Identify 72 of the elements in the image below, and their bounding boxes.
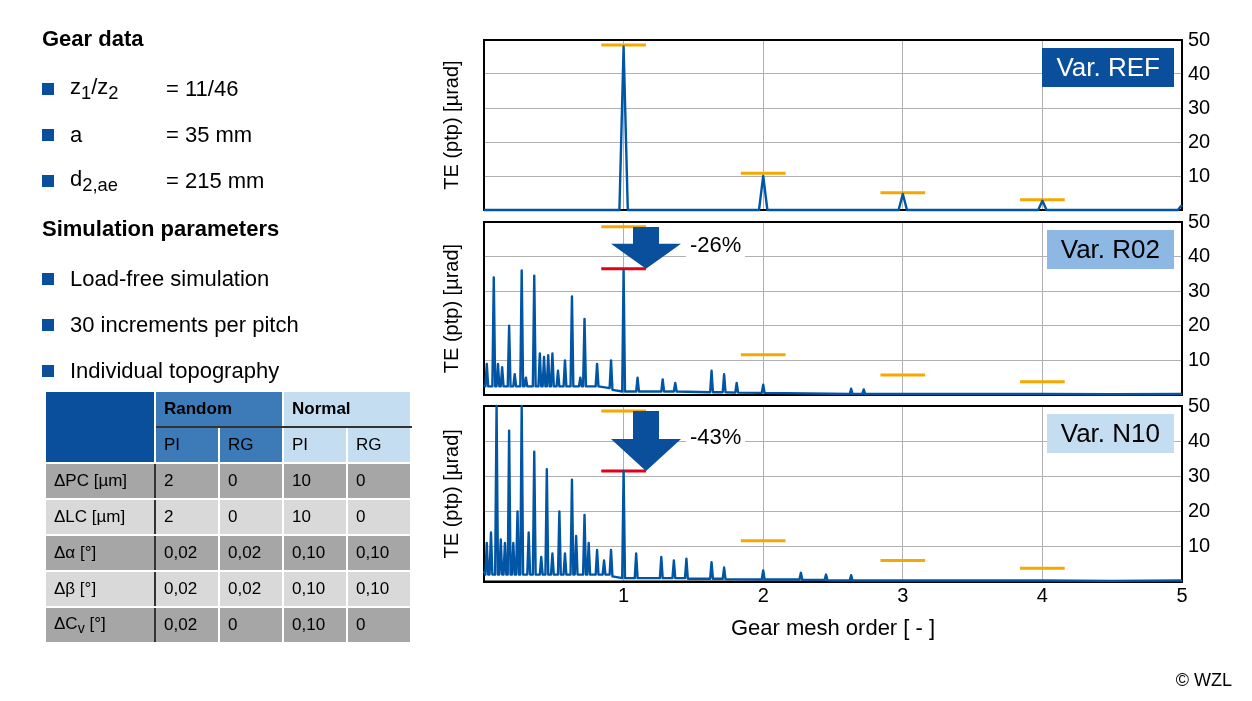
text: Load-free simulation <box>70 266 270 292</box>
text: 10 <box>292 471 311 490</box>
y-axis-title: TE (ptp) [µrad] <box>439 429 462 559</box>
text: 0 <box>356 615 366 634</box>
text: 0 <box>356 471 366 490</box>
y-tick-label: 40 <box>1188 428 1211 451</box>
y-tick-label: 50 <box>1188 393 1211 416</box>
category-label: d$_{2,ae}$ <box>70 165 119 197</box>
x-tick-label: 3 <box>897 584 909 607</box>
y-tick-label: 10 <box>1188 534 1211 556</box>
text: 0,02 <box>164 579 198 598</box>
x-tick-label: 4 <box>1036 584 1048 607</box>
text: 0 <box>228 507 238 526</box>
category-label: RG <box>347 427 411 463</box>
y-tick-label: 20 <box>1188 498 1211 521</box>
text: Simulation parameters <box>42 216 281 242</box>
annotation: Var. REF <box>1042 48 1174 87</box>
text: 0 <box>228 615 238 634</box>
text: 0,02 <box>228 543 262 562</box>
y-axis-title: TE (ptp) [µrad] <box>439 243 462 374</box>
text: = 11/46 <box>166 76 239 102</box>
y-axis-title: TE (ptp) [µrad] <box>439 60 462 190</box>
text: = 215 mm <box>166 168 265 194</box>
y-tick-label: 40 <box>1188 244 1211 267</box>
annotation: -26% <box>685 231 746 258</box>
text: 0,02 <box>164 615 198 634</box>
y-tick-label: 10 <box>1188 163 1211 186</box>
text: 0,10 <box>356 543 390 562</box>
text: 0 <box>228 471 238 490</box>
y-tick-label: 10 <box>1188 347 1211 370</box>
text: 0,02 <box>164 543 198 562</box>
category-label: Δα [°] <box>54 543 97 562</box>
category-label: PI <box>155 427 219 463</box>
text: 2 <box>164 471 174 490</box>
x-tick-label: 2 <box>757 584 769 607</box>
text: = 35 mm <box>166 122 253 148</box>
y-tick-label: 20 <box>1188 129 1211 152</box>
category-label: PI <box>283 427 347 463</box>
category-label: ΔLC [µm] <box>54 507 126 526</box>
x-tick-label: 1 <box>618 584 630 607</box>
category-label: z$_{1}$/z$_{2}$ <box>70 73 120 105</box>
text: 2 <box>164 507 174 526</box>
text: 0,10 <box>292 543 326 562</box>
text: 0,02 <box>228 579 262 598</box>
annotation: Var. N10 <box>1046 414 1174 453</box>
text: 0 <box>356 507 366 526</box>
x-tick-label: 5 <box>1176 584 1188 607</box>
y-tick-label: 30 <box>1188 463 1211 486</box>
y-tick-label: 30 <box>1188 95 1211 118</box>
text: © WZL <box>1175 670 1232 691</box>
y-tick-label: 50 <box>1188 209 1211 232</box>
annotation: Var. R02 <box>1046 230 1174 269</box>
text: Gear data <box>42 26 145 52</box>
category-label: ΔPC [µm] <box>54 471 128 490</box>
y-tick-label: 50 <box>1188 27 1211 50</box>
y-tick-label: 20 <box>1188 313 1211 336</box>
text: Normal <box>283 391 411 427</box>
text: Individual topography <box>70 358 280 384</box>
category-label: a <box>70 122 84 148</box>
annotation: -43% <box>685 423 746 450</box>
x-axis-title: Gear mesh order [ - ] <box>730 614 936 640</box>
text: 30 increments per pitch <box>70 312 299 338</box>
text: 10 <box>292 507 311 526</box>
y-tick-label: 40 <box>1188 61 1211 84</box>
y-tick-label: 30 <box>1188 278 1211 301</box>
category-label: ΔC$_{v}$ [°] <box>54 613 106 637</box>
category-label: RG <box>219 427 283 463</box>
text: 0,10 <box>292 615 326 634</box>
text: 0,10 <box>356 579 390 598</box>
text: 0,10 <box>292 579 326 598</box>
text: Random <box>155 391 283 427</box>
category-label: Δβ [°] <box>54 579 97 598</box>
